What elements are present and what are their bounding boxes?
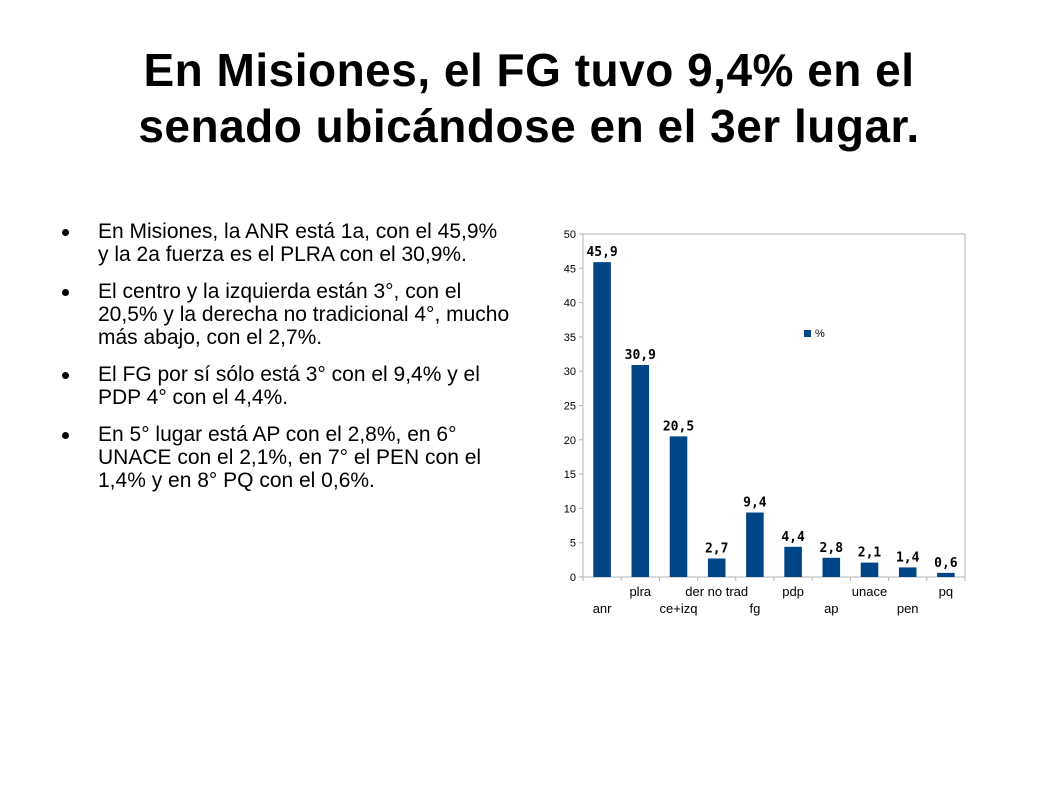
- y-tick-label: 15: [564, 469, 576, 481]
- data-label: 9,4: [743, 496, 767, 511]
- y-tick-label: 35: [564, 332, 576, 344]
- bar: [669, 436, 688, 577]
- x-category-label: plra: [629, 584, 651, 599]
- data-label: 2,1: [858, 546, 882, 561]
- bar: [707, 558, 726, 577]
- x-category-label: unace: [852, 584, 887, 599]
- bullet-text: En 5° lugar está AP con el 2,8%, en 6° U…: [98, 423, 482, 492]
- y-tick-label: 0: [570, 572, 576, 584]
- bullet-item: El FG por sí sólo está 3° con el 9,4% y …: [62, 363, 512, 409]
- data-label: 20,5: [663, 419, 694, 434]
- x-category-label: ce+izq: [660, 601, 698, 616]
- y-tick-label: 40: [564, 298, 576, 310]
- bullet-item: En 5° lugar está AP con el 2,8%, en 6° U…: [62, 423, 512, 492]
- x-category-label: anr: [593, 601, 612, 616]
- y-tick-label: 20: [564, 435, 576, 447]
- x-category-label: ap: [824, 601, 838, 616]
- bullet-item: En Misiones, la ANR está 1a, con el 45,9…: [62, 220, 512, 266]
- y-tick-label: 25: [564, 401, 576, 413]
- bullet-text: En Misiones, la ANR está 1a, con el 45,9…: [98, 220, 498, 266]
- data-label: 30,9: [625, 348, 656, 363]
- y-tick-label: 50: [564, 229, 576, 241]
- bullet-list: En Misiones, la ANR está 1a, con el 45,9…: [62, 220, 512, 506]
- data-label: 4,4: [781, 530, 805, 545]
- bar: [860, 562, 879, 577]
- legend-label: %: [815, 328, 825, 340]
- bar: [898, 567, 917, 577]
- bar: [746, 512, 764, 577]
- data-label: 45,9: [586, 245, 617, 260]
- bar: [937, 572, 955, 577]
- bar: [822, 557, 841, 577]
- y-tick-label: 30: [564, 366, 576, 378]
- bar-chart: 0 5 10 15 20 25 30 35 40 45 50 45,9 anr 30,9 plra 20,5 c…: [564, 229, 966, 616]
- x-category-label: pq: [939, 584, 953, 599]
- data-label: 2,7: [705, 541, 728, 556]
- bar: [784, 546, 802, 577]
- legend-swatch: [804, 330, 811, 337]
- bullet-text: El centro y la izquierda están 3°, con e…: [98, 280, 510, 349]
- y-tick-label: 45: [564, 263, 576, 275]
- x-category-label: pdp: [782, 584, 804, 599]
- bullet-text: El FG por sí sólo está 3° con el 9,4% y …: [98, 363, 480, 409]
- bullet-dot-icon: [62, 289, 69, 296]
- slide-title: En Misiones, el FG tuvo 9,4% en el senad…: [40, 42, 1018, 154]
- data-label: 2,8: [820, 541, 844, 556]
- bullet-item: El centro y la izquierda están 3°, con e…: [62, 280, 512, 349]
- y-tick-label: 5: [570, 538, 576, 550]
- bar: [593, 262, 611, 577]
- x-category-label: der no trad: [685, 584, 748, 599]
- y-tick-label: 10: [564, 503, 576, 515]
- x-category-label: fg: [749, 601, 760, 616]
- data-label: 0,6: [934, 556, 958, 571]
- slide-title-line-2: senado ubicándose en el 3er lugar.: [138, 100, 920, 152]
- x-category-label: pen: [897, 601, 919, 616]
- bullet-dot-icon: [62, 372, 69, 379]
- slide-title-line-1: En Misiones, el FG tuvo 9,4% en el: [143, 44, 915, 96]
- bar: [631, 365, 650, 577]
- data-label: 1,4: [896, 550, 920, 565]
- bullet-dot-icon: [62, 432, 69, 439]
- bullet-dot-icon: [62, 229, 69, 236]
